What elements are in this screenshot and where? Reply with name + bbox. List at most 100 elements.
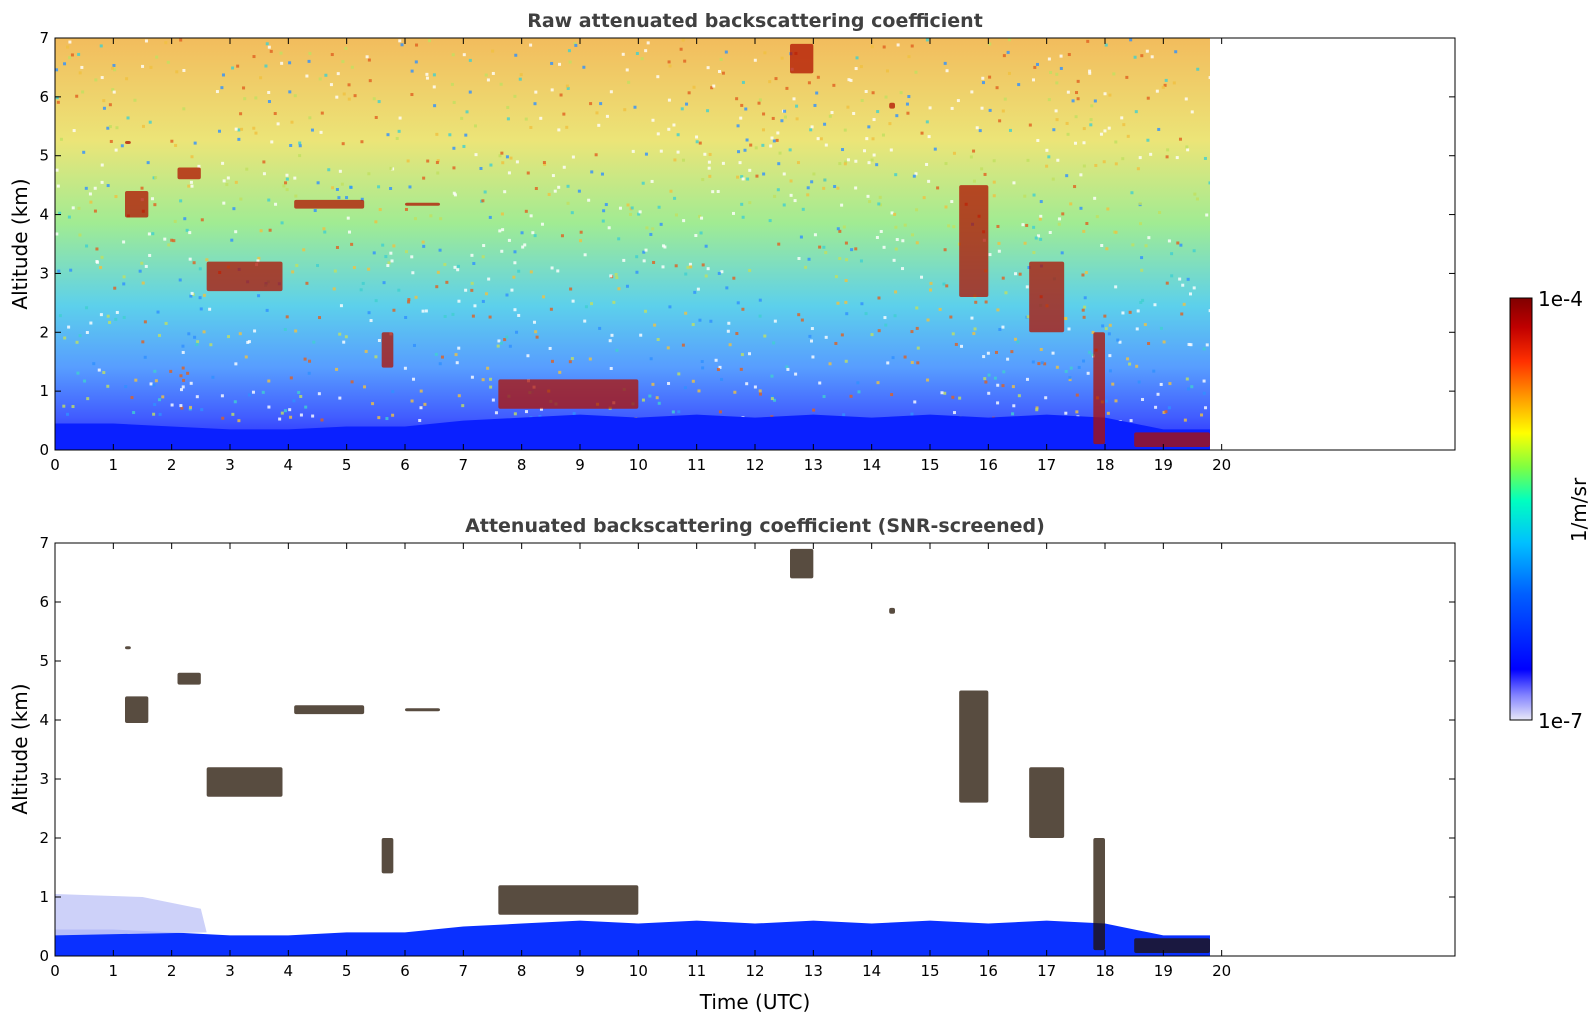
panel1-heatmap — [55, 38, 1455, 450]
panel1-noise-speck — [657, 205, 661, 209]
panel1-noise-speck — [1001, 325, 1005, 329]
panel1-noise-speck — [754, 146, 758, 150]
panel2-cloud-feature — [1093, 838, 1105, 951]
panel1-noise-speck — [883, 316, 887, 320]
panel1-noise-speck — [819, 137, 823, 141]
panel1-noise-speck — [457, 346, 461, 350]
panel1-noise-speck — [124, 385, 128, 389]
panel1-noise-speck — [701, 178, 705, 182]
panel1-noise-speck — [1052, 128, 1056, 132]
panel1-noise-speck — [262, 172, 266, 176]
panel1-noise-speck — [980, 167, 984, 171]
panel1-noise-speck — [982, 355, 986, 359]
panel1-noise-speck — [415, 43, 419, 47]
panel1-noise-speck — [901, 239, 905, 243]
panel1-noise-speck — [108, 125, 112, 129]
panel1-noise-speck — [661, 244, 665, 248]
panel1-noise-speck — [1099, 132, 1103, 136]
panel1-noise-speck — [630, 206, 634, 210]
panel1-noise-speck — [217, 129, 221, 133]
panel1-noise-speck — [1141, 298, 1145, 302]
panel1-noise-speck — [1061, 212, 1065, 216]
panel1-noise-speck — [237, 419, 241, 423]
panel1-noise-speck — [571, 155, 575, 159]
panel1-noise-speck — [339, 304, 343, 308]
panel1-noise-speck — [859, 65, 863, 69]
panel1-noise-speck — [612, 300, 616, 304]
panel1-noise-speck — [308, 359, 312, 363]
panel1-noise-speck — [422, 244, 426, 248]
panel1-noise-speck — [709, 319, 713, 323]
panel2-y-axis: 0 1 2 3 4 5 6 7 — [39, 534, 1455, 965]
panel1-noise-speck — [391, 390, 395, 394]
panel1-noise-speck — [149, 382, 153, 386]
panel1-noise-speck — [270, 140, 274, 144]
panel1-noise-speck — [882, 245, 886, 249]
panel1-noise-speck — [1135, 327, 1139, 331]
panel1-noise-speck — [273, 112, 277, 116]
panel1-noise-speck — [108, 320, 112, 324]
panel1-noise-speck — [669, 189, 673, 193]
panel1-noise-speck — [335, 245, 339, 249]
panel1-noise-speck — [503, 190, 507, 194]
panel1-noise-speck — [893, 212, 897, 216]
panel1-noise-speck — [498, 154, 502, 158]
panel1-noise-speck — [510, 288, 514, 292]
panel1-noise-speck — [1049, 70, 1053, 74]
panel1-noise-speck — [733, 390, 737, 394]
panel1-noise-speck — [188, 257, 192, 261]
panel1-noise-speck — [468, 58, 472, 62]
panel1-noise-speck — [974, 300, 978, 304]
panel1-noise-speck — [736, 124, 740, 128]
panel1-noise-speck — [421, 240, 425, 244]
panel1-x-tick-label: 3 — [225, 456, 235, 474]
panel1-noise-speck — [500, 249, 504, 253]
panel1-noise-speck — [141, 64, 145, 68]
panel1-noise-speck — [691, 379, 695, 383]
panel1-noise-speck — [695, 135, 699, 139]
panel1-noise-speck — [943, 391, 947, 395]
panel1-noise-speck — [993, 376, 997, 380]
panel1-noise-speck — [846, 158, 850, 162]
panel1-noise-speck — [440, 355, 444, 359]
panel1-noise-speck — [888, 122, 892, 126]
panel1-noise-speck — [762, 172, 766, 176]
panel1-noise-speck — [99, 313, 103, 317]
panel1-noise-speck — [125, 77, 129, 81]
panel1-noise-speck — [627, 80, 631, 84]
panel1-noise-speck — [836, 227, 840, 231]
panel1-noise-speck — [770, 397, 774, 401]
panel1-noise-speck — [1039, 347, 1043, 351]
panel1-noise-speck — [215, 90, 219, 94]
panel1-noise-speck — [220, 86, 224, 90]
panel1-noise-speck — [783, 109, 787, 113]
panel1-noise-speck — [800, 318, 804, 322]
panel1-noise-speck — [998, 119, 1002, 123]
panel1-noise-speck — [1140, 268, 1144, 272]
panel1-noise-speck — [539, 407, 543, 411]
panel1-noise-speck — [810, 327, 814, 331]
panel1-noise-speck — [952, 225, 956, 229]
panel1-noise-speck — [553, 189, 557, 193]
panel1-noise-speck — [183, 217, 187, 221]
panel1-noise-speck — [1036, 234, 1040, 238]
panel1-noise-speck — [289, 415, 293, 419]
panel1-noise-speck — [651, 227, 655, 231]
panel1-noise-speck — [115, 126, 119, 130]
panel2-x-tick-label: 14 — [862, 962, 881, 980]
panel1-noise-speck — [56, 100, 60, 104]
panel1-noise-speck — [644, 49, 648, 53]
panel1-noise-speck — [1204, 406, 1208, 410]
panel1-noise-speck — [811, 355, 815, 359]
panel1-noise-speck — [915, 208, 919, 212]
panel1-noise-speck — [865, 137, 869, 141]
panel1-noise-speck — [1051, 177, 1055, 181]
panel1-noise-speck — [866, 194, 870, 198]
panel1-noise-speck — [181, 350, 185, 354]
panel1-noise-speck — [699, 231, 703, 235]
panel1-noise-speck — [849, 394, 853, 398]
panel1-noise-speck — [289, 376, 293, 380]
panel1-noise-speck — [333, 269, 337, 273]
panel1-cloud-feature — [1093, 332, 1105, 445]
panel1-noise-speck — [158, 398, 162, 402]
